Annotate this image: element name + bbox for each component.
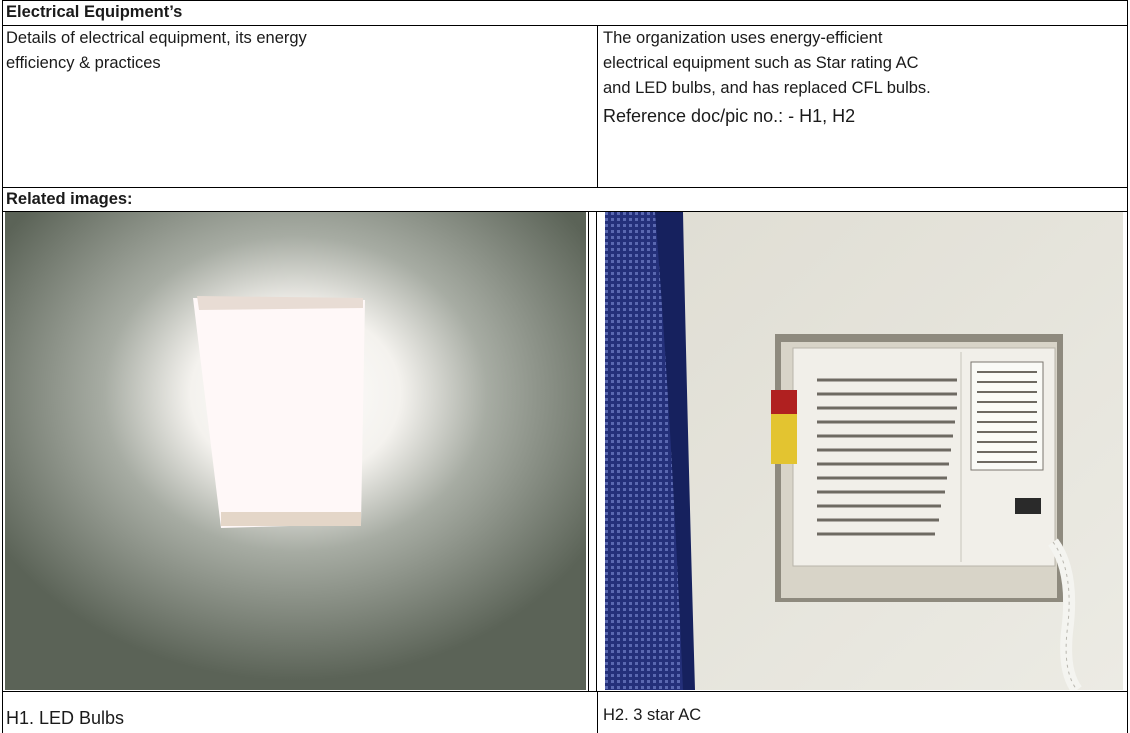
- details-description: and LED bulbs, and has replaced CFL bulb…: [603, 79, 931, 97]
- border: [2, 0, 3, 733]
- image-caption: H1. LED Bulbs: [6, 708, 125, 728]
- images-title: Related images:: [6, 190, 133, 208]
- image-caption: H2. 3 star AC: [603, 706, 702, 724]
- border: [2, 691, 1128, 692]
- details-description: electrical equipment such as Star rating…: [603, 54, 919, 72]
- photo-ac: [605, 212, 1123, 690]
- border: [588, 211, 589, 691]
- border: [596, 211, 597, 691]
- border: [1127, 0, 1128, 733]
- header-title: Electrical Equipment’s: [6, 3, 183, 21]
- border: [2, 0, 1128, 1]
- photo-led-bulb: [5, 212, 586, 690]
- details-label: efficiency & practices: [6, 54, 161, 72]
- details-description: The organization uses energy-efficient: [603, 29, 883, 47]
- border: [2, 187, 1128, 188]
- border: [2, 211, 1128, 212]
- border: [2, 25, 1128, 26]
- border: [597, 25, 598, 187]
- details-label: Details of electrical equipment, its ene…: [6, 29, 307, 47]
- border: [597, 691, 598, 733]
- reference: Reference doc/pic no.: - H1, H2: [603, 106, 856, 126]
